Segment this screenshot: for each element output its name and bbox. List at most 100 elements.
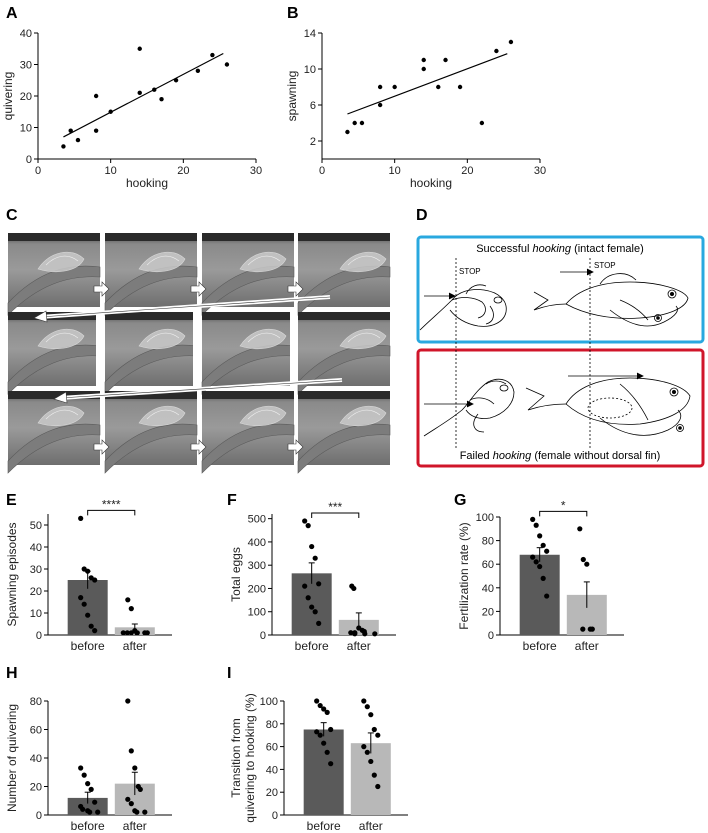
y-axis-label: Number of quivering (5, 704, 19, 812)
data-point (544, 548, 550, 554)
x-tick-label: 10 (389, 165, 401, 177)
data-point (305, 595, 311, 601)
arrow-icon (93, 281, 110, 297)
failed-hooking-box (416, 348, 705, 468)
arrow-icon (190, 439, 207, 455)
x-axis-label: hooking (126, 176, 168, 190)
scatter-point (377, 102, 383, 108)
video-frame (297, 391, 391, 474)
category-label: before (295, 639, 329, 653)
data-point (537, 563, 543, 570)
arrow-icon (190, 281, 207, 297)
data-point (128, 801, 134, 807)
category-label: after (123, 639, 147, 653)
chart-e-bar: 0 10 20 30 40 50 Spawning episodes before after *… (5, 497, 172, 653)
data-point (81, 601, 87, 607)
scatter-point (159, 96, 164, 102)
scatter-point (152, 87, 157, 92)
data-point (371, 726, 377, 733)
data-point (132, 765, 138, 771)
data-point (85, 612, 91, 618)
failed-hooking-title: Failed hooking (female without dorsal fi… (460, 450, 661, 462)
x-tick-label: 30 (250, 165, 262, 177)
y-axis-label: Spawning episodes (5, 522, 19, 626)
y-tick-label: 100 (260, 696, 278, 708)
data-point (88, 623, 94, 629)
video-frame (201, 391, 295, 474)
y-tick-label: 500 (248, 514, 266, 526)
data-point (92, 799, 98, 805)
scatter-point (75, 137, 81, 143)
arrow-icon (53, 391, 68, 404)
data-point (128, 748, 134, 754)
category-label: after (347, 639, 371, 653)
arrow-icon (287, 439, 304, 455)
bar-before (67, 580, 108, 635)
chart-f-bar: 0 100 200 300 400 500 Total eggs before after *** (229, 500, 396, 653)
video-frame (104, 391, 198, 474)
data-point (134, 630, 140, 636)
data-point (125, 698, 131, 704)
data-point (580, 556, 586, 563)
video-frame (201, 312, 295, 395)
y-axis-label: Transition fromquivering to hooking (%) (229, 693, 257, 822)
stop-label-left: STOP (459, 267, 481, 276)
scatter-point (61, 144, 66, 149)
panel-label-d: D (416, 207, 428, 224)
data-point (533, 559, 539, 565)
y-tick-label: 0 (272, 810, 278, 822)
data-point (372, 631, 378, 637)
y-tick-label: 20 (266, 787, 278, 799)
data-point (348, 630, 354, 636)
hooking-schematic: Successful hooking (intact female) Faile… (416, 235, 705, 468)
data-point (144, 630, 150, 636)
video-frame (104, 233, 198, 316)
data-point (128, 606, 134, 612)
scatter-point (352, 120, 357, 126)
data-point (375, 732, 381, 738)
data-point (92, 577, 98, 583)
panel-label-g: G (454, 492, 466, 509)
chart-b-scatter: 0 10 20 30 2 6 10 14 hooking spawning (285, 28, 546, 190)
x-tick-label: 20 (177, 165, 189, 177)
y-tick-label: 100 (248, 607, 266, 619)
panel-label-a: A (6, 5, 18, 22)
y-tick-label: 14 (304, 28, 316, 40)
arrow-icon (287, 281, 304, 297)
data-point (317, 702, 323, 709)
y-tick-label: 2 (310, 136, 316, 148)
data-point (321, 740, 327, 746)
y-tick-label: 50 (30, 520, 42, 532)
successful-hooking-title: Successful hooking (intact female) (476, 243, 644, 255)
data-point (305, 523, 311, 529)
y-tick-label: 40 (266, 764, 278, 776)
y-tick-label: 40 (30, 542, 42, 554)
panel-label-f: F (227, 492, 237, 509)
data-point (321, 706, 327, 712)
bar-after (350, 743, 391, 815)
data-point (302, 518, 308, 524)
data-point (316, 620, 322, 626)
y-tick-label: 20 (30, 586, 42, 598)
data-point (80, 806, 86, 812)
data-point (371, 772, 377, 778)
data-point (314, 729, 320, 735)
regression-line (347, 53, 508, 115)
scatter-point (345, 129, 350, 135)
data-point (312, 609, 318, 615)
y-tick-label: 6 (310, 100, 316, 112)
y-axis-label: quivering (1, 72, 15, 121)
category-label: after (575, 639, 599, 653)
data-point (85, 781, 91, 787)
data-point (589, 626, 595, 632)
video-frame (297, 312, 391, 395)
scatter-point (224, 62, 230, 67)
data-point (309, 543, 315, 550)
frame-divider (193, 312, 199, 386)
y-tick-label: 10 (30, 608, 42, 620)
chart-g-bar: 0 20 40 60 80 100 Fertilization rate (%) before… (457, 498, 624, 653)
y-tick-label: 40 (20, 28, 32, 40)
y-tick-label: 80 (30, 696, 42, 708)
y-tick-label: 300 (248, 560, 266, 572)
